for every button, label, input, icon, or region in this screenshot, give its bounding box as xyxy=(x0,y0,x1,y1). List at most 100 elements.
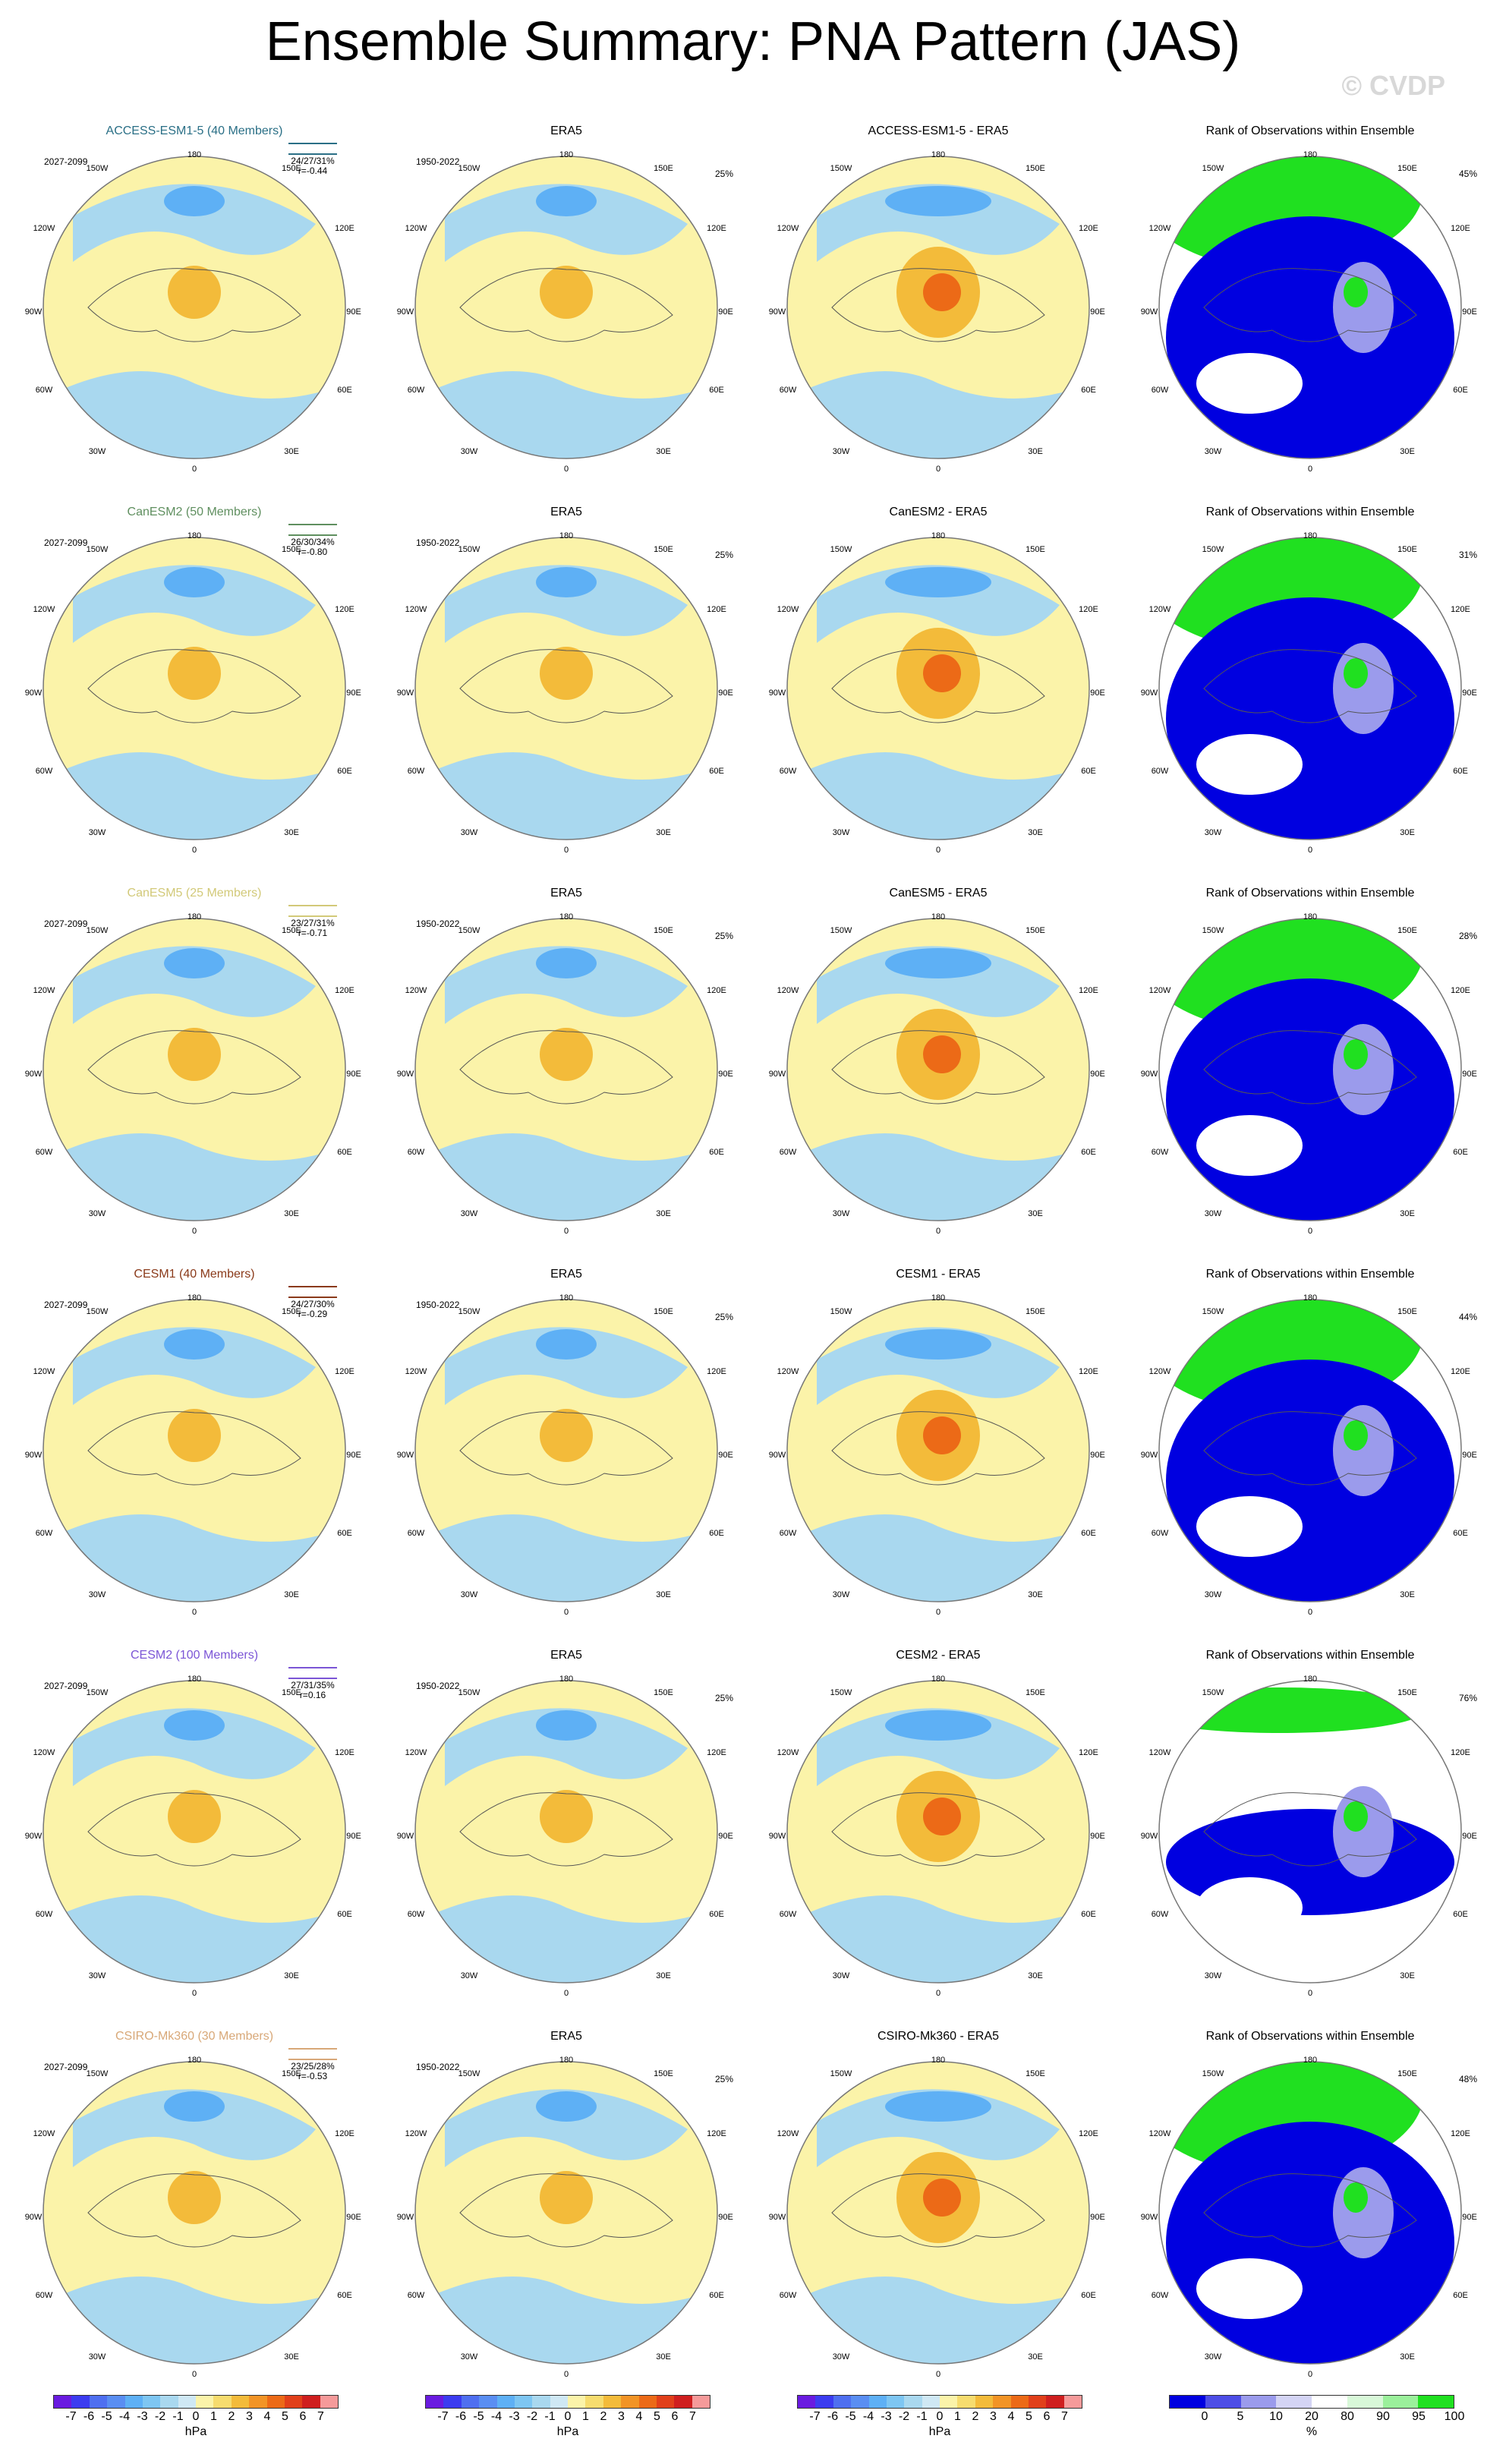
polar-map xyxy=(786,537,1090,840)
low-center xyxy=(536,948,597,978)
colorbar-tick: -7 xyxy=(437,2410,449,2423)
longitude-label: 30W xyxy=(1204,446,1222,456)
model-panel: ACCESS-ESM1-5 (40 Members) 2027-2099 24/27… xyxy=(14,114,375,486)
longitude-label: 90E xyxy=(346,2213,361,2223)
colorbar-tick: -4 xyxy=(490,2410,503,2423)
hpa-colorbar-3: -7 -6 -5 -4 -3 -2 -1 0 1 2 3 4 5 6 7 hPa xyxy=(797,2395,1082,2456)
longitude-label: 60E xyxy=(1453,767,1468,777)
difference-title: CanESM5 - ERA5 xyxy=(889,887,988,900)
colorbar-tick: -5 xyxy=(473,2410,484,2423)
longitude-label: 150E xyxy=(1026,545,1045,555)
polar-map xyxy=(414,1680,718,1983)
longitude-label: 90E xyxy=(718,2213,733,2223)
colorbar-swatch xyxy=(1347,2396,1383,2408)
rank-blue-region xyxy=(1166,216,1454,458)
longitude-label: 150W xyxy=(458,926,480,936)
colorbar-swatches xyxy=(53,2395,339,2409)
map-border xyxy=(786,918,1090,1221)
longitude-label: 90E xyxy=(346,307,361,317)
longitude-label: 60W xyxy=(35,1910,53,1920)
ensemble-stats: 27/31/35% r=0.16 xyxy=(288,1667,337,1700)
negative-anomaly-region xyxy=(817,946,1060,1024)
longitude-label: 120W xyxy=(1148,2129,1171,2139)
longitude-label: 0 xyxy=(1307,2369,1313,2379)
negative-anomaly-region xyxy=(43,752,345,840)
longitude-label: 0 xyxy=(935,1226,941,1236)
longitude-label: 120E xyxy=(1079,986,1098,996)
model-title: CESM2 (100 Members) xyxy=(130,1649,259,1662)
pct-range: 27/31/35% xyxy=(291,1680,335,1690)
longitude-label: 120E xyxy=(707,1367,726,1377)
longitude-label: 150W xyxy=(830,545,852,555)
longitude-label: 90E xyxy=(718,1451,733,1460)
colorbar-swatch xyxy=(692,2396,710,2408)
longitude-label: 30E xyxy=(656,1208,671,1218)
coastline xyxy=(87,1792,301,1867)
longitude-label: 90E xyxy=(346,1451,361,1460)
pct-range: 26/30/34% xyxy=(291,537,335,547)
low-center xyxy=(164,1710,225,1741)
rank-percent: 28% xyxy=(1458,931,1477,941)
rank-panel: Rank of Observations within Ensemble 76% 1… xyxy=(1130,1638,1491,2010)
polar-map xyxy=(43,1680,346,1983)
longitude-label: 90W xyxy=(24,1832,43,1842)
variance-explained: 25% xyxy=(714,2074,733,2084)
longitude-label: 90W xyxy=(1140,688,1158,698)
longitude-label: 60W xyxy=(1151,1529,1169,1539)
map-border xyxy=(414,1299,718,1602)
map-border xyxy=(414,537,718,840)
colorbar-swatch xyxy=(266,2396,285,2408)
longitude-label: 90E xyxy=(1462,2213,1477,2223)
longitude-label: 90W xyxy=(768,688,786,698)
colorbar-tick: -1 xyxy=(544,2410,556,2423)
coastline xyxy=(1203,2173,1417,2248)
ensemble-row: CESM1 (40 Members) 2027-2099 24/27/30% r=-0… xyxy=(0,1257,1506,1638)
longitude-label: 150E xyxy=(1026,926,1045,936)
longitude-label: 90W xyxy=(396,1070,414,1079)
longitude-label: 180 xyxy=(931,2056,946,2065)
longitude-label: 150W xyxy=(830,164,852,174)
year-range: 1950-2022 xyxy=(416,1681,460,1691)
colorbar-swatch xyxy=(124,2396,143,2408)
era5-title: ERA5 xyxy=(550,1268,582,1281)
rank-white-region xyxy=(1196,1877,1303,1938)
rank-title: Rank of Observations within Ensemble xyxy=(1205,1268,1415,1281)
polar-map xyxy=(786,156,1090,459)
longitude-label: 150E xyxy=(1397,545,1417,555)
polar-map xyxy=(414,156,718,459)
longitude-label: 150W xyxy=(1202,1688,1224,1698)
longitude-label: 0 xyxy=(563,464,569,474)
ensemble-stats: 24/27/30% r=-0.29 xyxy=(288,1286,337,1319)
colorbar-unit: % xyxy=(1306,2425,1318,2438)
longitude-label: 120E xyxy=(1451,2129,1470,2139)
longitude-label: 60W xyxy=(407,2291,425,2301)
coastline xyxy=(87,268,301,342)
polar-map xyxy=(414,1299,718,1602)
variance-explained: 25% xyxy=(714,550,733,560)
colorbar-swatch xyxy=(142,2396,161,2408)
negative-anomaly-region xyxy=(43,1133,345,1221)
rank-green-spot xyxy=(1344,658,1368,688)
longitude-label: 60E xyxy=(709,386,724,395)
longitude-label: 120W xyxy=(777,2129,799,2139)
longitude-label: 60W xyxy=(779,1529,797,1539)
longitude-label: 120W xyxy=(33,986,55,996)
longitude-label: 0 xyxy=(563,1988,569,1998)
colorbar-swatch xyxy=(461,2396,480,2408)
colorbar-swatch xyxy=(1382,2396,1419,2408)
longitude-label: 60E xyxy=(337,1910,352,1920)
longitude-label: 180 xyxy=(931,1293,946,1303)
longitude-label: 180 xyxy=(1303,1675,1318,1684)
negative-anomaly-region xyxy=(73,946,316,1024)
spread-bar xyxy=(288,524,337,536)
longitude-label: 30W xyxy=(1204,2352,1222,2362)
low-center xyxy=(536,567,597,597)
colorbar-unit: hPa xyxy=(928,2425,951,2438)
longitude-label: 150W xyxy=(1202,2069,1224,2079)
high-center xyxy=(168,266,221,319)
polar-map xyxy=(414,2061,718,2365)
coastline xyxy=(831,1030,1045,1104)
colorbar-swatch xyxy=(886,2396,905,2408)
colorbar-tick: 100 xyxy=(1444,2410,1465,2423)
rank-panel: Rank of Observations within Ensemble 45% 1… xyxy=(1130,114,1491,486)
